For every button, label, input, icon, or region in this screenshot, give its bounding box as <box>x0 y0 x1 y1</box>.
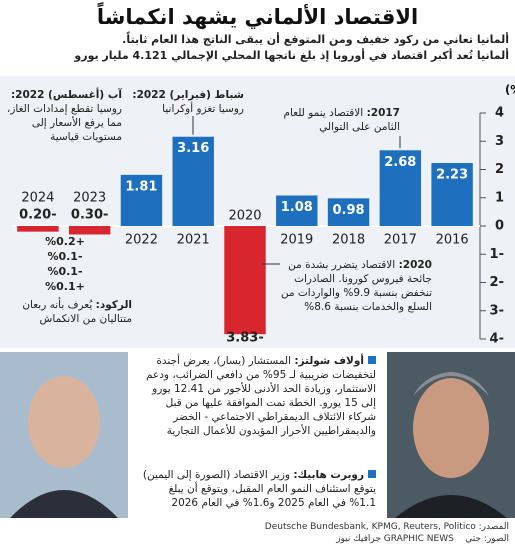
annotation-title: آب (أغسطس) 2022: <box>10 89 122 101</box>
y-tick-label: 3 <box>495 134 504 149</box>
y-tick-label: 4- <box>490 332 504 347</box>
x-tick-label: 2017 <box>384 233 417 248</box>
bar <box>172 136 214 226</box>
x-tick-label: 2019 <box>280 233 313 248</box>
title: الاقتصاد الألماني يشهد انكماشاً <box>96 5 419 29</box>
x-tick-label: 2020 <box>228 209 261 224</box>
x-tick-label: 2024 <box>21 191 54 206</box>
value-label: 1.08 <box>281 200 313 215</box>
bar <box>120 174 163 226</box>
subtitle: ألمانيا تعاني من ركود خفيف ومن المتوقع أ… <box>122 33 509 46</box>
photo-scholz <box>0 352 128 518</box>
x-tick-label: 2018 <box>332 233 365 248</box>
bio-name: روبرت هابيك: <box>293 469 364 481</box>
bullet <box>368 356 376 364</box>
bio: روبرت هابيك: وزير الاقتصاد (الصورة إلى ا… <box>140 468 376 510</box>
x-tick-label: 2016 <box>436 233 469 248</box>
face <box>28 376 100 468</box>
annotation-text: يُعرف بأنه ربعان متتاليان من الانكماش <box>22 299 132 325</box>
brand: GRAPHIC NEWS جرافيك نيوز <box>336 534 454 544</box>
value-label: 0.98 <box>333 203 365 218</box>
bar <box>379 150 422 226</box>
bio-text: وزير الاقتصاد (الصورة إلى اليمين) يتوقع … <box>142 469 376 509</box>
annotation-title: شباط (فبراير) 2022: <box>132 89 244 101</box>
footer: المصدر: Deutsche Bundesbank, KPMG, Reute… <box>6 521 509 545</box>
photo-illustration <box>387 352 515 518</box>
suit <box>395 495 507 518</box>
forecast-label: %0.1+ <box>45 280 85 293</box>
bar <box>68 226 111 235</box>
x-tick-label: 2022 <box>125 233 158 248</box>
bio-name: أولاف شولتز: <box>294 355 364 367</box>
footer-line: الصور: جتي GRAPHIC NEWS جرافيك نيوز <box>6 533 509 545</box>
chart-area: معدل نمو الناتج المحلي الإجمالي في ألمان… <box>0 76 515 348</box>
chart: معدل نمو الناتج المحلي الإجمالي في ألمان… <box>12 82 515 347</box>
photo-habeck <box>387 352 515 518</box>
y-tick-label: 0 <box>495 219 504 234</box>
annotation: الركود: يُعرف بأنه ربعان متتاليان من الا… <box>6 298 132 326</box>
y-tick-label: 3- <box>490 303 504 318</box>
suit <box>10 490 118 518</box>
annotation: 2020: الاقتصاد يتضرر بشدة من جائحة فيروس… <box>272 258 432 314</box>
y-tick-label: 1 <box>495 190 504 205</box>
y-tick-label: 1- <box>490 247 504 262</box>
bio-text: المستشار (يسار)، يعرض أجندة لتخفيضات ضري… <box>145 355 376 437</box>
bar <box>276 195 318 226</box>
annotation-text: الاقتصاد ينمو للعام الثامن على التوالي <box>283 107 400 133</box>
annotation-title: 2020: <box>398 259 432 271</box>
bar <box>327 198 370 226</box>
bar <box>431 163 473 226</box>
value-label: 3.83- <box>226 331 263 346</box>
face <box>413 378 489 478</box>
forecast-labels: %0.2+ %0.1- %0.1- %0.1+ <box>38 234 92 294</box>
photo-credit: الصور: جتي <box>465 534 509 544</box>
subtitle: ألمانيا تُعد أكبر اقتصاد في أوروبا إذ بل… <box>74 49 509 62</box>
annotation: شباط (فبراير) 2022: روسيا تغزو أوكرانيا <box>124 88 244 116</box>
photo-illustration <box>0 352 128 518</box>
annotation-title: 2017: <box>366 107 400 119</box>
value-label: 0.20- <box>19 208 56 223</box>
value-label: 2.68 <box>384 155 416 170</box>
header: الاقتصاد الألماني يشهد انكماشاً ألمانيا … <box>6 2 509 64</box>
bar <box>224 226 266 335</box>
annotation-text: روسيا تقطع إمدادات الغاز، مما يرفع الأسع… <box>6 103 122 143</box>
x-tick-label: 2023 <box>73 191 106 206</box>
bio: أولاف شولتز: المستشار (يسار)، يعرض أجندة… <box>140 354 376 438</box>
hair <box>413 372 489 396</box>
value-label: 3.16 <box>177 141 209 156</box>
value-label: 2.23 <box>436 168 468 183</box>
y-tick-label: 2- <box>490 275 504 290</box>
annotation-text: الاقتصاد يتضرر بشدة من جائحة فيروس كورون… <box>280 259 432 313</box>
value-label: 1.81 <box>125 179 157 194</box>
annotation: 2017: الاقتصاد ينمو للعام الثامن على الت… <box>268 106 400 134</box>
y-axis-title: معدل نمو الناتج المحلي الإجمالي في ألمان… <box>505 82 515 98</box>
annotation-title: الركود: <box>95 299 132 311</box>
annotation: آب (أغسطس) 2022: روسيا تقطع إمدادات الغا… <box>4 88 122 144</box>
source: المصدر: Deutsche Bundesbank, KPMG, Reute… <box>264 522 509 532</box>
x-tick-label: 2021 <box>177 233 210 248</box>
y-tick-label: 4 <box>495 106 504 121</box>
forecast-label: %0.1- <box>47 265 83 278</box>
bar <box>17 226 59 232</box>
forecast-label: %0.1- <box>47 250 83 263</box>
y-tick-label: 2 <box>495 162 504 177</box>
bullet <box>368 470 376 478</box>
annotation-text: روسيا تغزو أوكرانيا <box>162 103 244 115</box>
value-label: 0.30- <box>71 208 108 223</box>
forecast-label: %0.2+ <box>45 235 85 248</box>
